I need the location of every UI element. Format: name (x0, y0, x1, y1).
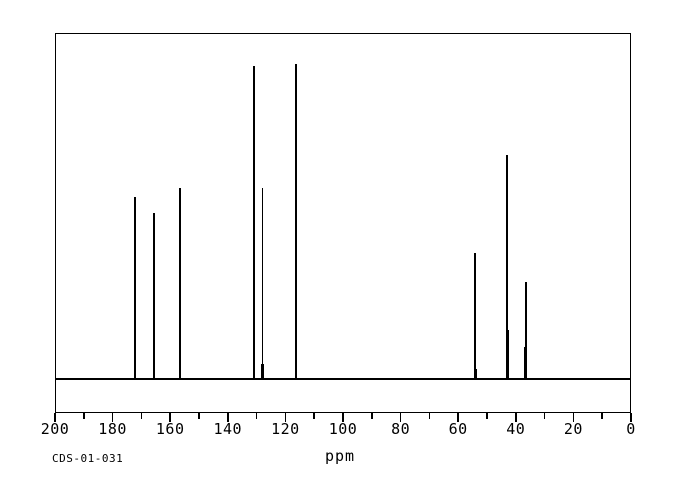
axis-tick-major (515, 413, 517, 422)
axis-tick-minor (601, 413, 603, 419)
plot-frame (55, 33, 631, 413)
peak-base (252, 362, 256, 378)
peak-base (524, 346, 528, 378)
peak-series (55, 33, 631, 378)
peak-line (152, 213, 156, 378)
axis-tick-minor (371, 413, 373, 419)
axis-tick-minor (313, 413, 315, 419)
spectrum-baseline (55, 378, 631, 380)
axis-tick-major (630, 413, 632, 422)
axis-tick-label: 100 (328, 420, 358, 438)
axis-tick-major (457, 413, 459, 422)
axis-tick-minor (198, 413, 200, 419)
axis-tick-major (399, 413, 402, 422)
axis-tick-major (342, 413, 344, 422)
x-axis-title: ppm (324, 447, 356, 465)
peak-line (252, 65, 256, 378)
peak-base (294, 369, 298, 378)
axis-tick-major (111, 413, 114, 422)
peak-line (178, 188, 182, 378)
peak-line (505, 155, 509, 378)
axis-tick-minor (83, 413, 85, 419)
axis-tick-minor (428, 413, 431, 419)
peak-line (524, 282, 528, 378)
peak-line (133, 196, 137, 378)
axis-tick-label: 20 (563, 420, 583, 438)
axis-tick-major (284, 413, 287, 422)
axis-tick-label: 180 (98, 420, 127, 438)
axis-tick-major (572, 413, 575, 422)
axis-tick-major (169, 413, 171, 422)
axis-tick-label: 0 (626, 420, 636, 438)
peak-line (294, 64, 298, 378)
x-axis-tick-labels: 200 180 160 140 120 100 80 60 40 20 0 (0, 420, 680, 444)
x-axis-ticks (54, 413, 632, 425)
axis-tick-label: 160 (155, 420, 185, 438)
peak-line (261, 188, 265, 378)
axis-tick-minor (543, 413, 546, 419)
peak-base (505, 329, 509, 378)
peak-base (178, 241, 182, 378)
axis-tick-label: 140 (213, 420, 243, 438)
axis-tick-label: 200 (40, 420, 70, 438)
axis-tick-label: 40 (506, 420, 526, 438)
axis-tick-minor (140, 413, 143, 419)
peak-base (133, 327, 137, 378)
spectrum-caption: CDS-01-031 (52, 452, 124, 465)
axis-tick-minor (255, 413, 258, 419)
axis-tick-major (54, 413, 56, 422)
peak-base (152, 364, 156, 378)
peak-base (473, 369, 477, 378)
axis-tick-major (227, 413, 229, 422)
axis-tick-label: 80 (391, 420, 411, 438)
peak-line (473, 253, 477, 378)
peak-base (261, 364, 265, 378)
axis-tick-label: 120 (271, 420, 300, 438)
axis-tick-minor (486, 413, 488, 419)
axis-tick-label: 60 (448, 420, 468, 438)
